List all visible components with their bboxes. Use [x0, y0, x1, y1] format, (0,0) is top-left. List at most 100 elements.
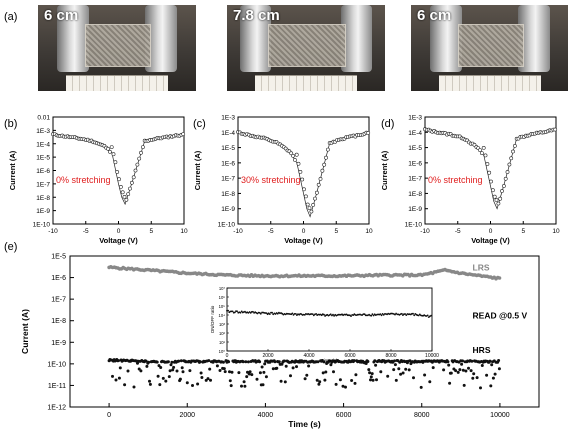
plot-frame [237, 116, 370, 225]
hrs-data-point [264, 375, 268, 379]
panel-label-a: (a) [4, 11, 17, 23]
hrs-data-point [111, 374, 114, 378]
iv-data-point [139, 150, 143, 155]
inset-y-tick-label: 10⁷ [219, 286, 226, 291]
iv-data-point [494, 198, 499, 202]
inset-data-point [370, 314, 373, 317]
inset-data-point [413, 314, 416, 317]
hrs-data-point [317, 382, 321, 386]
y-tick-label: 1E-4 [221, 130, 235, 137]
x-tick-label: 0 [117, 228, 121, 235]
hrs-data-point [497, 359, 501, 362]
inset-x-tick-label: 0 [226, 353, 229, 359]
iv-data-point [509, 156, 514, 161]
x-tick-label: -10 [420, 228, 430, 235]
inset-y-tick-label: 10⁰ [219, 349, 226, 354]
iv-data-point [498, 196, 503, 201]
inset-data-point [332, 313, 334, 316]
clamp-right [340, 5, 373, 73]
hrs-data-point [448, 381, 452, 385]
hrs-data-point [171, 368, 175, 372]
iv-data-point [120, 190, 125, 195]
iv-data-point [307, 206, 312, 211]
hrs-data-point [227, 360, 231, 364]
hrs-data-point [464, 369, 468, 373]
iv-data-point [324, 155, 328, 160]
hrs-data-point [442, 368, 446, 372]
y-axis-label: Current (A) [8, 150, 17, 190]
hrs-data-point [284, 364, 288, 368]
hrs-data-point [148, 379, 151, 383]
stretching-annotation: 0% stretching [428, 175, 483, 185]
iv-data-point [303, 194, 308, 199]
hrs-data-point [289, 374, 292, 378]
inset-data-point [404, 313, 406, 315]
iv-data-point [291, 153, 295, 158]
iv-data-point [479, 151, 484, 156]
hrs-data-point [158, 383, 162, 387]
hrs-data-point [245, 375, 249, 379]
hrs-data-point [260, 365, 264, 369]
hrs-data-point [275, 366, 279, 370]
hrs-series-label: HRS [473, 345, 491, 355]
x-tick-label: 0 [302, 228, 306, 235]
hrs-data-point [485, 373, 489, 377]
inset-data-point [294, 313, 297, 315]
read-voltage-annotation: READ @0.5 V [473, 310, 528, 320]
hrs-data-point [323, 378, 327, 382]
hrs-data-point [126, 369, 130, 373]
inset-data-point [236, 310, 239, 313]
hrs-data-point [352, 359, 356, 363]
hrs-data-point [392, 368, 396, 372]
hrs-data-point [283, 380, 287, 384]
inset-data-point [311, 313, 314, 315]
iv-data-point [137, 156, 142, 161]
hrs-data-point [155, 360, 159, 364]
inset-x-tick-label: 6000 [344, 353, 355, 359]
inset-y-tick-label: 10¹ [219, 340, 226, 345]
hrs-data-point [117, 376, 121, 380]
photo-unstretched-right: 6 cm [410, 4, 568, 92]
hrs-data-point [172, 365, 176, 369]
hrs-data-point [258, 371, 262, 375]
hrs-data-point [229, 384, 233, 388]
y-tick-label: 1E-11 [48, 383, 66, 390]
hrs-data-point [379, 370, 383, 374]
y-tick-label: 1E-9 [221, 206, 235, 213]
hrs-data-point [206, 377, 210, 381]
ruler [255, 74, 357, 91]
ruler [439, 74, 541, 91]
iv-data-point [489, 179, 493, 184]
iv-data-point [322, 162, 327, 167]
x-tick-label: 10000 [490, 412, 510, 419]
hrs-data-point [262, 370, 266, 374]
hrs-data-point [263, 362, 267, 366]
hrs-data-point [241, 360, 245, 364]
hrs-data-point [461, 359, 464, 363]
hrs-data-point [132, 385, 136, 389]
inset-data-point [227, 309, 230, 312]
hrs-data-point [369, 375, 373, 379]
hrs-data-point [168, 369, 172, 373]
x-axis-label: Voltage (V) [284, 236, 323, 245]
y-tick-label: 1E-5 [36, 155, 50, 162]
iv-data-point [122, 194, 127, 199]
hrs-data-point [332, 370, 335, 374]
iv-data-point [478, 148, 482, 153]
hrs-data-point [369, 378, 372, 382]
y-tick-label: 1E-8 [221, 191, 235, 198]
y-tick-label: 1E-9 [51, 340, 66, 347]
inset-data-point [315, 313, 317, 315]
y-tick-label: 1E-6 [51, 275, 66, 282]
y-tick-label: 1E-10 [405, 222, 423, 229]
inset-x-tick-label: 10000 [425, 353, 439, 359]
hrs-data-point [462, 383, 466, 387]
hrs-data-point [261, 383, 265, 387]
y-axis-label: Current (A) [20, 309, 30, 354]
inset-data-point [231, 310, 234, 313]
inset-x-tick-label: 4000 [303, 353, 314, 359]
iv-data-point [501, 184, 506, 188]
x-tick-label: 5 [334, 228, 338, 235]
y-tick-label: 1E-8 [408, 191, 422, 198]
hrs-data-point [250, 373, 254, 377]
